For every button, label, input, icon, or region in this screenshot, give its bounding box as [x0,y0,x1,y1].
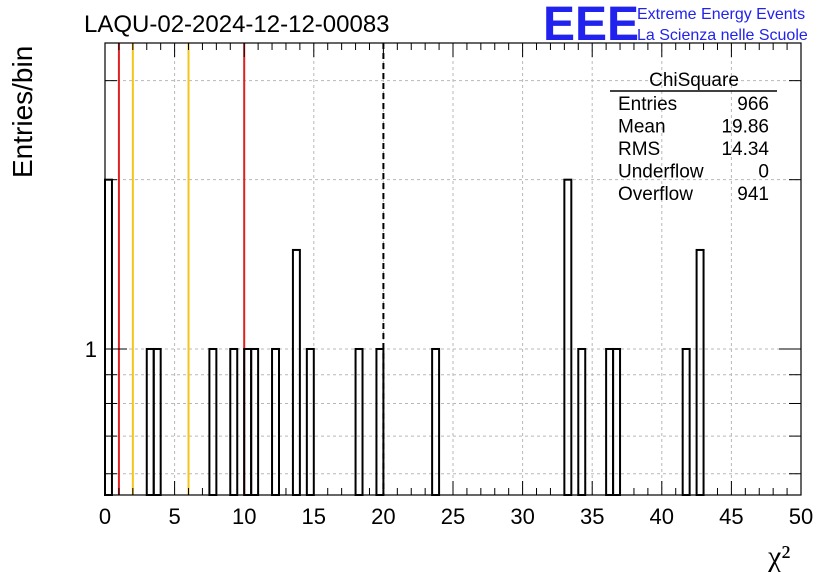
histogram-bin [354,347,364,496]
logo-line-1: Extreme Energy Events [637,6,805,23]
x-tick-label: 0 [99,504,111,529]
stats-value: 19.86 [721,117,769,138]
x-axis-label: χ² [767,540,790,572]
stats-label: RMS [618,139,660,160]
histogram-bin [577,347,587,496]
stats-label: Overflow [618,184,693,205]
axes [104,42,802,496]
x-tick-label: 15 [302,504,326,529]
stats-value: 14.34 [721,139,769,160]
stats-value: 966 [737,94,769,115]
x-tick-label: 10 [232,504,256,529]
grid-lines [105,43,801,495]
histogram-bin [291,248,301,496]
chart-title: LAQU-02-2024-12-12-00083 [84,11,390,38]
x-tick-label: 25 [441,504,465,529]
histogram-bars [104,178,705,497]
stats-value: 0 [758,162,769,183]
x-tick-labels: 0 5 10 15 20 25 30 35 40 45 50 [99,504,813,529]
histogram-bin [271,347,281,496]
eee-logo-mark: EEE [543,0,639,51]
histogram-bin [563,178,573,497]
histogram-bin [145,347,155,496]
stats-title: ChiSquare [649,70,739,91]
stats-label: Mean [618,117,666,138]
histogram-bin [681,347,691,496]
eee-logo: EEE Extreme Energy Events La Scienza nel… [543,0,808,51]
stats-label: Entries [618,94,677,115]
y-axis-label: Entries/bin [7,46,38,178]
stats-label: Underflow [618,162,704,183]
x-tick-label: 45 [719,504,743,529]
stats-box: ChiSquare Entries 966 Mean 19.86 RMS 14.34 Und… [610,70,777,205]
x-tick-label: 5 [168,504,180,529]
histogram-bin [375,347,385,496]
stats-rows: Entries 966 Mean 19.86 RMS 14.34 Underflow 0 Ove… [618,94,769,205]
logo-line-2: La Scienza nelle Scuole [637,27,808,44]
x-tick-label: 50 [789,504,813,529]
histogram-bin [605,347,615,496]
histogram-bin [229,347,239,496]
x-tick-label: 20 [371,504,395,529]
histogram-bin [431,347,441,496]
histogram-bin [612,347,622,496]
histogram-bin [208,347,218,496]
x-tick-label: 40 [650,504,674,529]
histogram-bin [243,347,253,496]
histogram-bin [305,347,315,496]
x-tick-label: 30 [510,504,534,529]
stats-value: 941 [737,184,769,205]
histogram-bin [695,248,705,496]
y-tick-labels: 1 [85,337,97,362]
x-tick-label: 35 [580,504,604,529]
histogram-bin [104,178,113,497]
histogram-bin [250,347,260,496]
y-tick-label: 1 [85,337,97,362]
histogram-bin [152,347,162,496]
